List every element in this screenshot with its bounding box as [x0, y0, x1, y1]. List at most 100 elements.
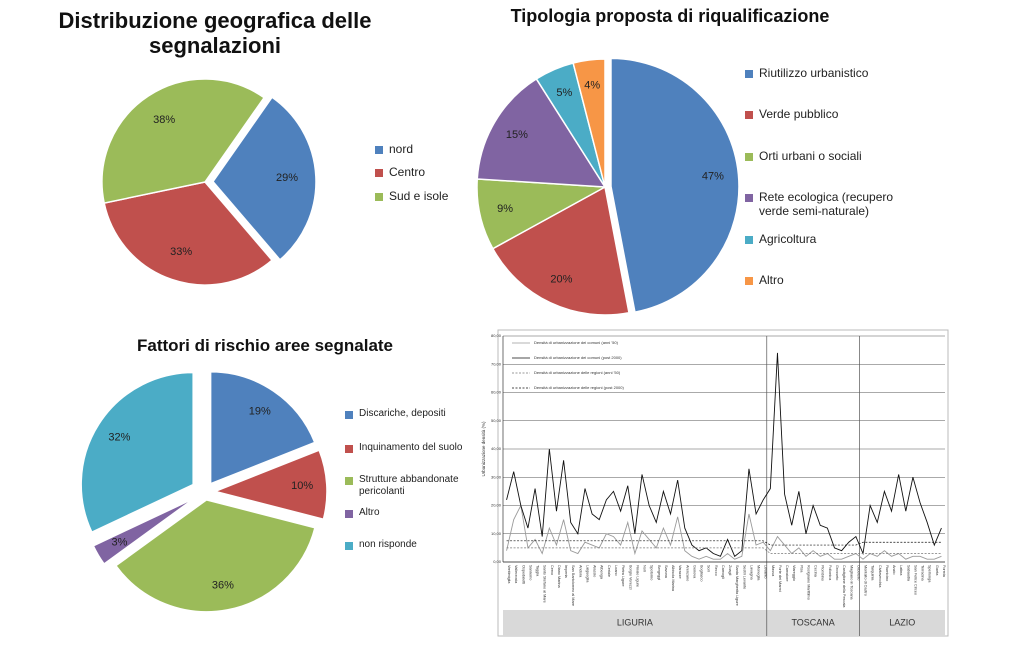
legend-item: Rete ecologica (recupero verde semi-natu…	[745, 190, 915, 219]
y-tick-label: 50,00	[491, 418, 502, 423]
x-tick-label: Imperia	[564, 565, 568, 579]
legend-label: Riutilizzo urbanistico	[759, 66, 869, 80]
x-tick-label: Andora	[578, 565, 582, 578]
slice-label: 10%	[291, 480, 313, 492]
legend-label: Altro	[359, 507, 380, 518]
series-line	[506, 540, 942, 546]
slice-label: 19%	[249, 405, 271, 417]
legend-item: Riutilizzo urbanistico	[745, 66, 915, 81]
x-tick-label: Camogli	[721, 565, 725, 579]
x-tick-label: Genova	[692, 565, 696, 579]
x-tick-label: Varazze	[678, 565, 682, 579]
legend-label: Altro	[759, 273, 784, 287]
legend-swatch	[375, 146, 383, 154]
legend-label: Densità di urbanizzazione dei comuni (po…	[534, 355, 622, 360]
region-label: TOSCANA	[791, 617, 834, 627]
x-tick-label: Orbetello	[856, 565, 860, 580]
region-label: LIGURIA	[617, 617, 653, 627]
legend-label: Inquinamento del suolo	[359, 442, 463, 453]
y-tick-label: 60,00	[491, 390, 502, 395]
legend-item: non risponde	[345, 539, 475, 551]
x-tick-label: Loano	[614, 565, 618, 576]
slice-label: 4%	[584, 79, 600, 91]
x-tick-label: Sestri Levante	[742, 565, 746, 589]
legend-label: Sud e isole	[389, 189, 449, 203]
y-tick-label: 30,00	[491, 474, 502, 479]
legend-swatch	[745, 277, 753, 285]
pie-slice	[212, 449, 328, 521]
legend-item: nord	[375, 142, 495, 157]
legend-label: Centro	[389, 165, 426, 179]
x-tick-label: Savona	[664, 565, 668, 579]
legend-label: Agricoltura	[759, 232, 817, 246]
pie-slice	[476, 77, 607, 188]
legend-swatch	[375, 193, 383, 201]
x-tick-label: Pietra Ligure	[621, 565, 625, 587]
legend-item: Discariche, depositi	[345, 408, 475, 420]
series-line	[506, 504, 942, 560]
x-tick-label: Noli	[643, 565, 647, 572]
legend-swatch	[745, 194, 753, 202]
slice-label: 47%	[702, 171, 724, 183]
legend-item: Sud e isole	[375, 189, 495, 204]
x-tick-label: Follonica	[828, 565, 832, 581]
chart-title: Distribuzione geografica delle segnalazi…	[58, 8, 372, 59]
x-tick-label: Cervo	[550, 565, 554, 575]
pie-slice	[491, 185, 630, 316]
x-tick-label: Levanto	[764, 565, 768, 579]
x-tick-label: San Bartolomeo al Mare	[571, 565, 575, 606]
pie-slice	[101, 78, 266, 204]
region-label: LAZIO	[889, 617, 915, 627]
x-tick-label: Albenga	[600, 565, 604, 580]
x-tick-label: Finale Ligure	[635, 565, 639, 587]
slice-label: 9%	[497, 203, 513, 215]
x-tick-label: Anzio	[892, 565, 896, 575]
slice-label: 38%	[153, 114, 175, 126]
legend-label: Orti urbani o sociali	[759, 149, 862, 163]
x-tick-label: Grosseto	[835, 565, 839, 580]
x-tick-label: Formia	[942, 565, 946, 578]
legend-item: Centro	[375, 165, 495, 180]
legend-swatch	[745, 70, 753, 78]
x-tick-label: Santo Stefano al Mare	[543, 565, 547, 603]
region-band	[503, 610, 945, 636]
y-tick-label: 0,00	[493, 559, 502, 564]
legend-swatch	[745, 153, 753, 161]
legend-swatch	[345, 411, 353, 419]
x-tick-label: Santa Margherita Ligure	[735, 565, 739, 606]
slice-label: 5%	[556, 87, 572, 99]
slice-label: 20%	[550, 274, 572, 286]
x-tick-label: Moneglia	[757, 565, 761, 581]
x-tick-label: Sperlonga	[928, 565, 932, 583]
x-tick-label: Borgio Verezzi	[628, 565, 632, 590]
pie-slice	[212, 96, 317, 261]
x-tick-label: Latina	[899, 565, 903, 576]
x-tick-label: Viareggio	[792, 565, 796, 581]
pie-slice	[114, 499, 316, 613]
x-tick-label: Vallecrosia	[514, 565, 518, 584]
y-tick-label: 40,00	[491, 446, 502, 451]
x-tick-label: Sanremo	[528, 565, 532, 580]
x-tick-label: San Felice Circeo	[913, 565, 917, 595]
slice-label: 15%	[506, 129, 528, 141]
pie-slice	[572, 58, 606, 188]
y-tick-label: 80,00	[491, 333, 502, 338]
legend-label: Densità di urbanizzazione delle regioni …	[534, 385, 625, 390]
y-tick-label: 70,00	[491, 361, 502, 366]
x-tick-label: Diano Marina	[557, 565, 561, 588]
x-tick-label: Bergeggi	[657, 565, 661, 580]
x-tick-label: Cecina	[814, 565, 818, 578]
x-tick-label: Magliano in Toscana	[849, 565, 853, 600]
x-tick-label: Alassio	[593, 565, 597, 577]
slice-label: 29%	[276, 172, 298, 184]
legend-label: Rete ecologica (recupero verde semi-natu…	[759, 190, 894, 218]
legend-label: Discariche, depositi	[359, 408, 446, 419]
x-tick-label: Sori	[707, 565, 711, 572]
legend-swatch	[345, 445, 353, 453]
x-tick-label: Ceriale	[607, 565, 611, 577]
x-tick-label: Massa	[771, 565, 775, 577]
legend-swatch	[345, 542, 353, 550]
slice-label: 3%	[112, 536, 128, 548]
x-tick-label: Laigueglia	[585, 565, 589, 583]
